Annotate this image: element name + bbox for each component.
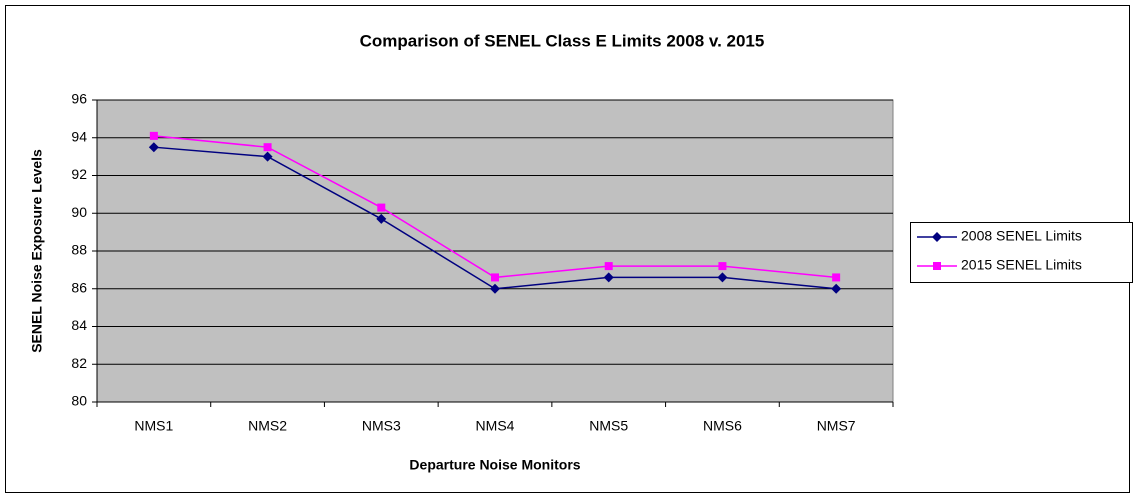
chart-title: Comparison of SENEL Class E Limits 2008 … [360,31,765,50]
marker [262,151,273,162]
marker [377,203,386,212]
legend-label: 2015 SENEL Limits [961,257,1082,273]
legend-marker [932,232,942,242]
x-axis-title: Departure Noise Monitors [409,457,580,473]
marker [831,283,842,294]
marker [604,262,613,271]
y-tick-label: 90 [71,204,87,220]
legend-marker [933,262,941,270]
marker [832,273,841,282]
legend-label: 2008 SENEL Limits [961,228,1082,244]
x-tick-label: NMS5 [589,418,628,434]
y-tick-label: 92 [71,166,87,182]
marker [149,131,158,140]
x-tick-label: NMS2 [248,418,287,434]
y-tick-label: 84 [71,317,87,333]
y-tick-label: 88 [71,242,87,258]
marker [718,262,727,271]
legend [910,222,1133,283]
x-tick-label: NMS1 [134,418,173,434]
y-tick-label: 82 [71,355,87,371]
x-tick-label: NMS4 [476,418,515,434]
marker [491,273,499,282]
marker [263,143,272,152]
marker [603,272,614,283]
y-tick-label: 94 [71,128,87,144]
marker [717,272,728,283]
marker [490,283,500,294]
y-axis-title: SENEL Noise Exposure Levels [29,149,45,353]
marker [148,142,159,153]
y-tick-label: 96 [71,91,87,107]
x-tick-label: NMS3 [362,418,401,434]
x-tick-label: NMS6 [703,418,742,434]
marker [376,213,387,224]
x-tick-label: NMS7 [817,418,856,434]
y-tick-label: 80 [71,393,87,409]
y-tick-label: 86 [71,279,87,295]
